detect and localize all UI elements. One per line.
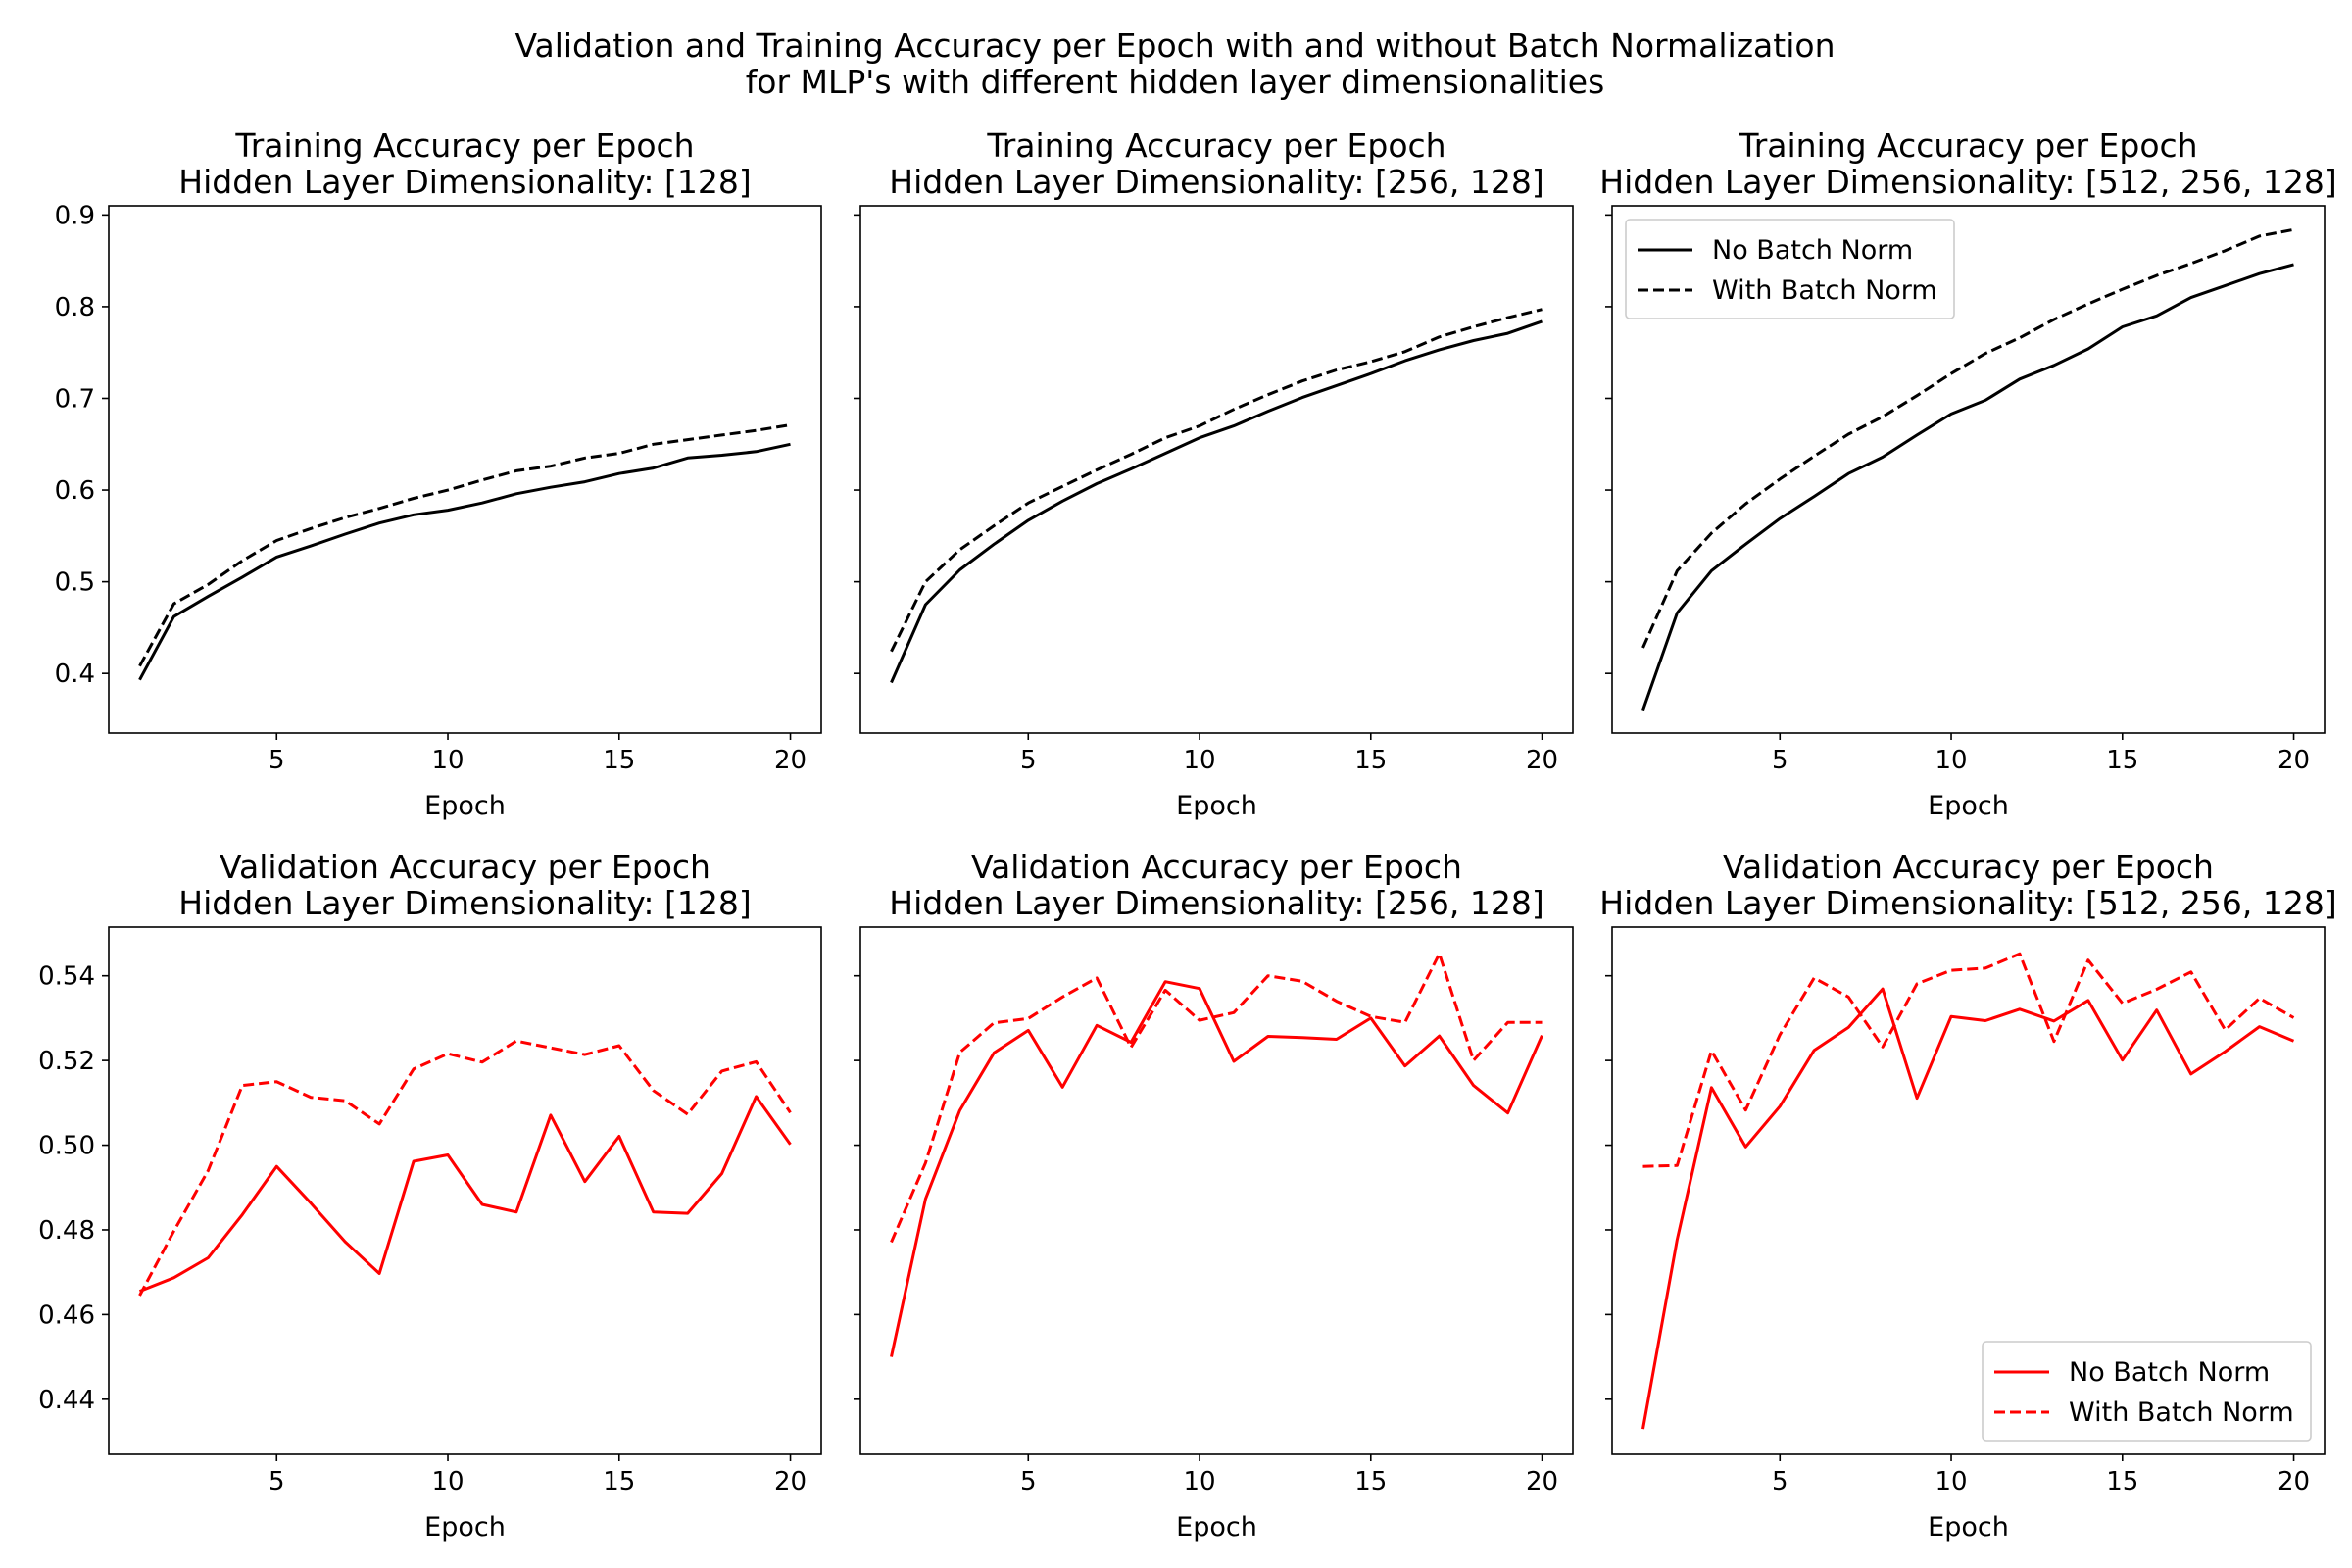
y-tick-label: 0.9 [55, 201, 95, 230]
x-tick-label: 10 [1935, 746, 1967, 775]
x-tick-label: 5 [269, 1467, 285, 1496]
x-tick-label: 10 [1183, 746, 1215, 775]
y-tick-label: 0.8 [55, 293, 95, 322]
x-axis-label: Epoch [1176, 791, 1257, 821]
subplot-title: Hidden Layer Dimensionality: [128] [178, 163, 751, 201]
figure-title-line1: Validation and Training Accuracy per Epo… [514, 26, 1835, 65]
subplot-title: Validation Accuracy per Epoch [220, 848, 710, 886]
x-tick-label: 20 [1526, 746, 1558, 775]
series-line-no-batch-norm [890, 980, 1544, 1357]
subplot-title: Validation Accuracy per Epoch [971, 848, 1462, 886]
subplot-title: Hidden Layer Dimensionality: [512, 256, … [1599, 163, 2336, 201]
x-tick-label: 5 [1020, 1467, 1037, 1496]
x-tick-label: 10 [431, 1467, 464, 1496]
x-tick-label: 20 [774, 1467, 807, 1496]
subplot-title: Validation Accuracy per Epoch [1723, 848, 2214, 886]
x-tick-label: 15 [603, 746, 635, 775]
subplot-title: Hidden Layer Dimensionality: [256, 128] [889, 884, 1544, 922]
x-tick-label: 10 [1935, 1467, 1967, 1496]
x-tick-label: 15 [2106, 746, 2138, 775]
x-tick-label: 5 [269, 746, 285, 775]
legend-box [1625, 219, 1955, 319]
x-tick-label: 5 [1772, 746, 1788, 775]
legend-label: No Batch Norm [1712, 235, 1913, 266]
x-axis-label: Epoch [424, 791, 506, 821]
x-axis-label: Epoch [1176, 1512, 1257, 1543]
legend: No Batch Norm With Batch Norm [1625, 219, 1955, 319]
x-tick-label: 15 [603, 1467, 635, 1496]
x-tick-label: 5 [1020, 746, 1037, 775]
y-tick-label: 0.5 [55, 568, 95, 598]
x-tick-label: 15 [1354, 1467, 1387, 1496]
subplot-title: Hidden Layer Dimensionality: [128] [178, 884, 751, 922]
figure-title-line2: for MLP's with different hidden layer di… [746, 63, 1605, 101]
axes-frame [1611, 205, 2326, 734]
y-tick-label: 0.7 [55, 384, 95, 414]
y-tick-label: 0.52 [38, 1047, 95, 1076]
x-tick-label: 20 [774, 746, 807, 775]
x-axis-label: Epoch [424, 1512, 506, 1543]
series-line-no-batch-norm [138, 1095, 792, 1293]
subplot-title: Hidden Layer Dimensionality: [512, 256, … [1599, 884, 2336, 922]
x-tick-label: 20 [2278, 746, 2310, 775]
y-tick-label: 0.48 [38, 1216, 95, 1246]
x-tick-label: 5 [1772, 1467, 1788, 1496]
y-tick-label: 0.46 [38, 1300, 95, 1330]
legend-box [1982, 1341, 2312, 1442]
legend-label: No Batch Norm [2069, 1357, 2270, 1388]
axes-frame [859, 205, 1574, 734]
y-tick-label: 0.50 [38, 1132, 95, 1161]
axes-frame [859, 926, 1574, 1455]
y-tick-label: 0.4 [55, 660, 95, 689]
series-line-no-batch-norm [1642, 263, 2294, 711]
legend-label: With Batch Norm [2069, 1397, 2294, 1428]
y-tick-label: 0.54 [38, 962, 95, 992]
series-line-no-batch-norm [890, 319, 1543, 684]
series-line-no-batch-norm [138, 442, 791, 681]
axes-frame [1611, 926, 2326, 1455]
x-tick-label: 10 [431, 746, 464, 775]
series-line-with-batch-norm [138, 1039, 792, 1297]
axes-frame [108, 205, 822, 734]
subplot-title: Training Accuracy per Epoch [234, 126, 694, 165]
x-tick-label: 15 [1354, 746, 1387, 775]
subplot-title: Training Accuracy per Epoch [986, 126, 1446, 165]
series-line-with-batch-norm [890, 308, 1543, 653]
y-tick-label: 0.44 [38, 1386, 95, 1415]
subplot-title: Hidden Layer Dimensionality: [256, 128] [889, 163, 1544, 201]
series-line-with-batch-norm [890, 952, 1543, 1244]
series-line-with-batch-norm [138, 423, 791, 667]
subplot-title: Training Accuracy per Epoch [1738, 126, 2197, 165]
x-axis-label: Epoch [1928, 791, 2009, 821]
series-line-no-batch-norm [1642, 987, 2295, 1430]
series-line-with-batch-norm [1642, 952, 2295, 1168]
legend-label: With Batch Norm [1712, 275, 1937, 306]
x-axis-label: Epoch [1928, 1512, 2009, 1543]
x-tick-label: 20 [2278, 1467, 2310, 1496]
x-tick-label: 20 [1526, 1467, 1558, 1496]
y-tick-label: 0.6 [55, 476, 95, 506]
x-tick-label: 15 [2106, 1467, 2138, 1496]
legend: No Batch Norm With Batch Norm [1982, 1341, 2312, 1442]
axes-frame [108, 926, 822, 1455]
series-line-with-batch-norm [1642, 227, 2294, 649]
x-tick-label: 10 [1183, 1467, 1215, 1496]
